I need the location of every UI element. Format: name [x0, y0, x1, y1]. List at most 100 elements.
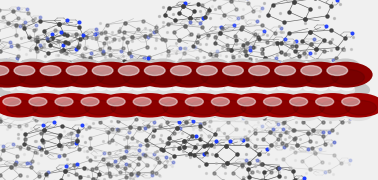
Circle shape	[280, 93, 332, 118]
Circle shape	[280, 59, 307, 72]
Circle shape	[240, 62, 294, 88]
Circle shape	[32, 107, 59, 120]
Circle shape	[97, 69, 130, 85]
Circle shape	[201, 59, 229, 72]
Circle shape	[21, 81, 57, 99]
Circle shape	[240, 107, 268, 120]
Circle shape	[229, 81, 266, 99]
Circle shape	[270, 82, 303, 98]
Circle shape	[85, 100, 116, 115]
Circle shape	[174, 85, 184, 90]
Circle shape	[254, 69, 286, 85]
Circle shape	[81, 84, 93, 90]
Circle shape	[88, 82, 121, 98]
Circle shape	[110, 62, 164, 88]
Circle shape	[31, 62, 86, 88]
Circle shape	[0, 59, 20, 72]
Circle shape	[14, 66, 35, 75]
Circle shape	[322, 82, 355, 98]
Circle shape	[123, 59, 150, 72]
Circle shape	[6, 107, 33, 120]
Circle shape	[306, 59, 333, 72]
Circle shape	[278, 85, 288, 90]
Circle shape	[5, 62, 60, 88]
Circle shape	[19, 59, 46, 72]
Circle shape	[266, 107, 294, 120]
Circle shape	[0, 93, 45, 118]
Circle shape	[332, 69, 364, 85]
Circle shape	[327, 66, 348, 75]
Circle shape	[341, 84, 354, 90]
Circle shape	[133, 97, 151, 106]
Circle shape	[110, 107, 138, 120]
Circle shape	[249, 66, 270, 75]
Circle shape	[147, 85, 158, 90]
Circle shape	[200, 85, 211, 90]
Circle shape	[121, 85, 132, 90]
Circle shape	[319, 107, 346, 120]
Circle shape	[280, 69, 312, 85]
Circle shape	[0, 62, 34, 88]
Circle shape	[69, 85, 80, 90]
Circle shape	[92, 66, 113, 75]
Circle shape	[72, 93, 124, 118]
Circle shape	[263, 84, 276, 90]
Circle shape	[184, 84, 197, 90]
Circle shape	[228, 69, 260, 85]
Circle shape	[81, 97, 99, 106]
Circle shape	[228, 59, 255, 72]
Circle shape	[330, 85, 341, 90]
Circle shape	[2, 84, 15, 90]
Circle shape	[315, 84, 328, 90]
Circle shape	[114, 82, 147, 98]
Circle shape	[292, 62, 347, 88]
Circle shape	[162, 62, 216, 88]
Circle shape	[228, 93, 280, 118]
Circle shape	[166, 82, 199, 98]
Circle shape	[345, 100, 376, 115]
Circle shape	[188, 107, 215, 120]
Circle shape	[241, 100, 272, 115]
Circle shape	[151, 81, 187, 99]
Circle shape	[163, 100, 194, 115]
Circle shape	[333, 93, 378, 118]
Circle shape	[175, 59, 203, 72]
Circle shape	[263, 97, 282, 106]
Circle shape	[17, 85, 28, 90]
Circle shape	[124, 93, 176, 118]
Circle shape	[275, 66, 296, 75]
Circle shape	[192, 82, 225, 98]
Circle shape	[71, 69, 104, 85]
Circle shape	[185, 97, 203, 106]
Circle shape	[125, 81, 161, 99]
Circle shape	[345, 107, 372, 120]
Circle shape	[290, 97, 308, 106]
Circle shape	[140, 82, 173, 98]
Circle shape	[55, 97, 73, 106]
Circle shape	[107, 97, 125, 106]
Circle shape	[226, 85, 236, 90]
Circle shape	[214, 107, 242, 120]
Circle shape	[202, 93, 254, 118]
Circle shape	[177, 81, 214, 99]
Circle shape	[19, 69, 52, 85]
Circle shape	[97, 59, 124, 72]
Circle shape	[307, 93, 358, 118]
Circle shape	[289, 84, 302, 90]
Circle shape	[99, 81, 135, 99]
Circle shape	[118, 66, 139, 75]
Circle shape	[111, 100, 142, 115]
Circle shape	[215, 100, 246, 115]
Circle shape	[318, 62, 373, 88]
Circle shape	[176, 93, 228, 118]
Circle shape	[149, 59, 177, 72]
Circle shape	[223, 66, 243, 75]
Circle shape	[58, 107, 85, 120]
Circle shape	[304, 85, 314, 90]
Circle shape	[10, 82, 42, 98]
Circle shape	[7, 100, 37, 115]
Circle shape	[188, 62, 242, 88]
Circle shape	[84, 62, 138, 88]
Circle shape	[28, 84, 41, 90]
Circle shape	[36, 82, 68, 98]
